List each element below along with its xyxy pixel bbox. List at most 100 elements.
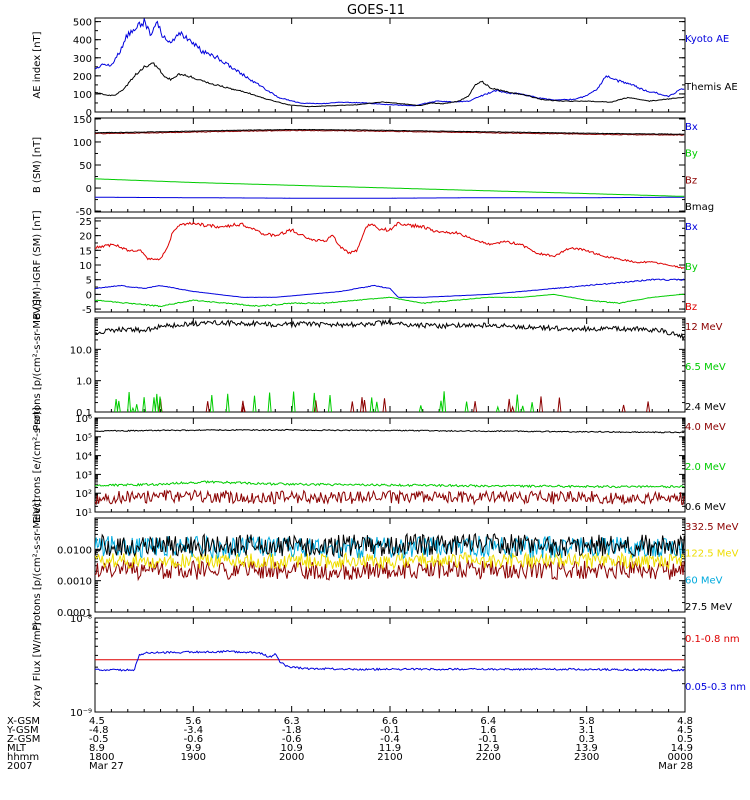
x-axis-labels: X-GSMY-GSMZ-GSMMLThhmm20074.5-4.8-0.58.9… [6, 716, 693, 772]
panel-frame [94, 317, 686, 413]
series-line-332-5-mev [95, 559, 685, 582]
x-tick-value: 1.6 [480, 725, 496, 736]
series-line-6-5-mev [114, 391, 535, 412]
x-tick-value: -0.6 [282, 734, 302, 745]
x-tick-value: 4.5 [89, 716, 105, 727]
panel-frame [94, 17, 686, 113]
legend-label: Bx [685, 122, 698, 133]
series-line-12-mev [158, 396, 651, 412]
legend-label: By [685, 149, 698, 160]
series-line-bx [95, 278, 685, 299]
series-line-by [95, 178, 685, 197]
x-tick-value: 5.6 [185, 716, 201, 727]
y-axis-label: Protons [p/(cm²-s-sr-MeV)] [32, 499, 43, 631]
y-tick-label: 10⁴ [75, 452, 92, 463]
x-tick-value: 13.9 [576, 743, 598, 754]
x-tick-value: -4.8 [89, 725, 109, 736]
y-tick-label: 10⁻⁹ [70, 708, 92, 719]
x-tick-value: 4.5 [677, 725, 693, 736]
x-tick-value: -0.1 [380, 725, 400, 736]
y-tick-label: 15 [79, 246, 92, 257]
legend-label: 0.6 MeV [685, 502, 726, 513]
y-tick-label: 0.1 [76, 408, 92, 419]
x-tick-value: 11.9 [379, 743, 401, 754]
x-row-label: Y-GSM [6, 725, 39, 736]
y-tick-label: 200 [73, 72, 92, 83]
y-tick-label: 10⁻⁸ [70, 614, 92, 625]
x-tick-value: -0.5 [89, 734, 109, 745]
x-tick-value: 2300 [574, 752, 599, 763]
x-tick-value: -0.1 [479, 734, 499, 745]
x-row-label: X-GSM [7, 716, 40, 727]
y-axis-label: Protons [p/(cm²-s-sr-MeV)] [32, 299, 43, 431]
y-tick-label: 400 [73, 36, 92, 47]
panel-ae: 0 100 200 300 400 500 AE index [nT] Kyoto AE The… [32, 17, 738, 119]
y-tick-label: 300 [73, 54, 92, 65]
x-tick-value: -3.4 [184, 725, 204, 736]
y-tick-label: 50 [79, 161, 92, 172]
series-line-0-05-0-3-nm [95, 650, 685, 672]
panel-bsm: -50 0 50 100 150 B (SM) [nT] Bx By Bz Bmag [32, 115, 714, 218]
chart-title: GOES-11 [347, 3, 405, 18]
y-tick-label: 150 [73, 115, 92, 126]
x-tick-value: 2000 [279, 752, 304, 763]
y-tick-label: 10.0 [70, 345, 92, 356]
y-tick-label: 1.0 [76, 377, 92, 388]
x-tick-value: 6.3 [284, 716, 300, 727]
x-row-label: Z-GSM [7, 734, 40, 745]
y-tick-label: 10³ [75, 470, 92, 481]
series-line-4-0-mev [95, 489, 685, 506]
series-line-2-0-mev [95, 480, 685, 489]
series-line-bx [95, 196, 685, 199]
x-tick-value: 10.9 [281, 743, 303, 754]
y-tick-label: 0 [86, 108, 92, 119]
x-tick-value: 2100 [377, 752, 402, 763]
x-row-label: MLT [7, 743, 27, 754]
x-tick-value: -1.8 [282, 725, 302, 736]
y-tick-label: 0 [86, 184, 92, 195]
y-tick-label: 0.0100 [57, 545, 92, 556]
legend-label: 2.0 MeV [685, 462, 726, 473]
series-line-bmag [95, 128, 685, 135]
series-line-themis-ae [95, 62, 685, 108]
legend-label: 0.05-0.3 nm [685, 682, 746, 693]
y-axis-label: Electrons [e/(cm²-s-sr)] [32, 407, 43, 523]
panel-frame [94, 617, 686, 713]
series-line-bz [95, 221, 685, 270]
y-tick-label: -5 [82, 305, 92, 316]
legend-label: 12 MeV [685, 322, 723, 333]
legend-label: 122.5 MeV [685, 549, 739, 560]
y-tick-label: 100 [73, 138, 92, 149]
y-tick-label: 10⁶ [75, 414, 92, 425]
x-tick-value: 5.8 [579, 716, 595, 727]
panel-xray: 10⁻⁹ 10⁻⁸ Xray Flux [W/m²] 0.1-0.8 nm 0.05-0… [32, 614, 746, 719]
y-tick-label: 0.0001 [57, 608, 92, 619]
x-tick-value: 9.9 [185, 743, 201, 754]
y-tick-label: 20 [79, 232, 92, 243]
legend-label: 60 MeV [685, 575, 723, 586]
x-tick-value: 4.8 [677, 716, 693, 727]
legend-label: 27.5 MeV [685, 602, 732, 613]
legend-label: Kyoto AE [685, 34, 729, 45]
series-line-by [95, 293, 685, 308]
y-tick-label: 10 [79, 261, 92, 272]
legend-label: By [685, 262, 698, 273]
y-tick-label: 500 [73, 18, 92, 29]
x-tick-value: Mar 27 [89, 761, 124, 772]
x-tick-value: 0.3 [579, 734, 595, 745]
legend-label: Bz [685, 175, 697, 186]
x-tick-value: 0000 [668, 752, 693, 763]
series-line-0-6-mev [95, 428, 685, 434]
panel-electrons: 10¹ 10² 10³ 10⁴ 10⁵ 10⁶ Electrons [e/(cm²-s-sr… [32, 407, 726, 523]
legend-label: 4.0 MeV [685, 422, 726, 433]
legend-label: 6.5 MeV [685, 362, 726, 373]
x-tick-value: 1900 [181, 752, 206, 763]
series-line-122-5-mev [95, 551, 685, 571]
x-tick-value: 3.1 [579, 725, 595, 736]
y-tick-label: -50 [76, 207, 92, 218]
legend-label: Bz [685, 302, 697, 313]
y-axis-label: B (SM)-IGRF (SM) [nT] [32, 210, 43, 319]
